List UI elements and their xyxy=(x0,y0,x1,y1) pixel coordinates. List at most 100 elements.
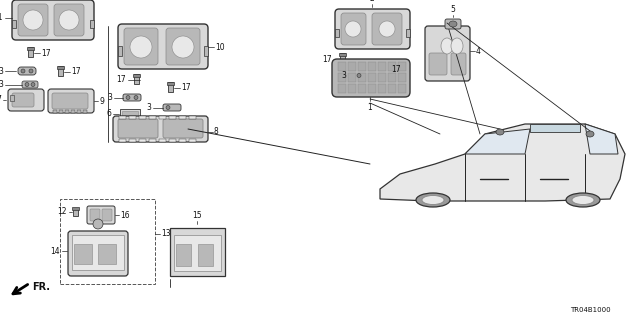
Bar xyxy=(189,139,196,142)
FancyBboxPatch shape xyxy=(429,53,447,75)
Bar xyxy=(98,244,116,264)
Ellipse shape xyxy=(25,83,29,86)
Bar xyxy=(149,116,156,119)
Bar xyxy=(170,228,225,276)
FancyBboxPatch shape xyxy=(118,119,158,138)
Ellipse shape xyxy=(134,95,138,100)
Text: 4: 4 xyxy=(476,47,481,56)
Bar xyxy=(398,84,406,93)
FancyBboxPatch shape xyxy=(123,94,141,101)
Bar xyxy=(204,46,208,56)
Ellipse shape xyxy=(21,69,25,73)
Bar xyxy=(133,74,140,77)
Bar xyxy=(198,244,213,266)
FancyBboxPatch shape xyxy=(445,19,461,29)
Bar xyxy=(368,73,376,82)
FancyBboxPatch shape xyxy=(124,28,158,65)
Bar xyxy=(159,116,166,119)
Text: 13: 13 xyxy=(161,229,171,239)
Bar xyxy=(83,110,87,113)
Text: 17: 17 xyxy=(181,84,191,93)
Bar xyxy=(358,84,366,93)
Bar xyxy=(72,235,124,270)
Bar xyxy=(122,111,138,117)
Bar xyxy=(339,53,346,56)
Text: 7: 7 xyxy=(0,95,1,105)
Ellipse shape xyxy=(126,95,130,100)
FancyBboxPatch shape xyxy=(163,104,181,111)
Bar xyxy=(57,66,64,69)
FancyBboxPatch shape xyxy=(18,4,48,36)
Bar xyxy=(378,73,386,82)
FancyBboxPatch shape xyxy=(68,231,128,276)
FancyBboxPatch shape xyxy=(22,81,38,88)
Bar xyxy=(129,116,136,119)
FancyBboxPatch shape xyxy=(354,72,370,79)
Ellipse shape xyxy=(449,21,457,27)
Ellipse shape xyxy=(416,193,450,207)
Bar xyxy=(358,62,366,71)
Text: 3: 3 xyxy=(0,80,3,89)
FancyBboxPatch shape xyxy=(113,116,208,142)
Text: 14: 14 xyxy=(51,247,60,256)
Text: 15: 15 xyxy=(192,211,202,220)
FancyBboxPatch shape xyxy=(335,9,410,49)
Text: FR.: FR. xyxy=(32,282,50,292)
Bar xyxy=(77,110,81,113)
Bar xyxy=(73,208,78,216)
Ellipse shape xyxy=(172,36,194,58)
Ellipse shape xyxy=(23,10,43,30)
FancyBboxPatch shape xyxy=(341,13,366,45)
Text: 16: 16 xyxy=(120,211,130,219)
FancyBboxPatch shape xyxy=(12,93,34,107)
Bar xyxy=(59,110,63,113)
Bar xyxy=(377,63,384,66)
Bar xyxy=(348,73,356,82)
Bar xyxy=(139,139,146,142)
FancyBboxPatch shape xyxy=(18,67,36,75)
Ellipse shape xyxy=(345,21,361,37)
Bar xyxy=(406,29,410,37)
Text: 10: 10 xyxy=(215,42,225,51)
Ellipse shape xyxy=(422,196,444,204)
Bar xyxy=(340,53,345,63)
FancyBboxPatch shape xyxy=(102,209,112,221)
Bar xyxy=(388,62,396,71)
Bar xyxy=(119,116,126,119)
Bar xyxy=(120,109,140,119)
FancyBboxPatch shape xyxy=(90,209,100,221)
FancyBboxPatch shape xyxy=(163,119,203,138)
Bar xyxy=(398,73,406,82)
Bar xyxy=(134,74,139,84)
Text: 6: 6 xyxy=(106,109,111,118)
Bar xyxy=(28,47,33,57)
Bar xyxy=(167,82,174,85)
Bar xyxy=(58,66,63,76)
Bar xyxy=(176,244,191,266)
Text: 8: 8 xyxy=(214,128,219,137)
Ellipse shape xyxy=(59,10,79,30)
Text: 11: 11 xyxy=(0,13,3,23)
Text: 3: 3 xyxy=(341,71,346,80)
Text: TR04B1000: TR04B1000 xyxy=(570,307,611,313)
Bar xyxy=(189,116,196,119)
Bar xyxy=(358,73,366,82)
Polygon shape xyxy=(465,129,530,154)
Ellipse shape xyxy=(441,38,453,54)
Text: 3: 3 xyxy=(146,103,151,112)
FancyBboxPatch shape xyxy=(166,28,200,65)
Bar xyxy=(388,84,396,93)
Bar xyxy=(72,207,79,210)
Bar xyxy=(368,62,376,71)
Text: 17: 17 xyxy=(391,64,401,73)
Ellipse shape xyxy=(566,193,600,207)
Bar xyxy=(139,116,146,119)
FancyBboxPatch shape xyxy=(87,206,115,224)
FancyBboxPatch shape xyxy=(48,89,94,113)
Ellipse shape xyxy=(496,129,504,135)
Text: 3: 3 xyxy=(0,66,3,76)
Text: 17: 17 xyxy=(41,48,51,57)
Text: 9: 9 xyxy=(99,97,104,106)
Bar xyxy=(174,235,221,271)
Ellipse shape xyxy=(130,36,152,58)
